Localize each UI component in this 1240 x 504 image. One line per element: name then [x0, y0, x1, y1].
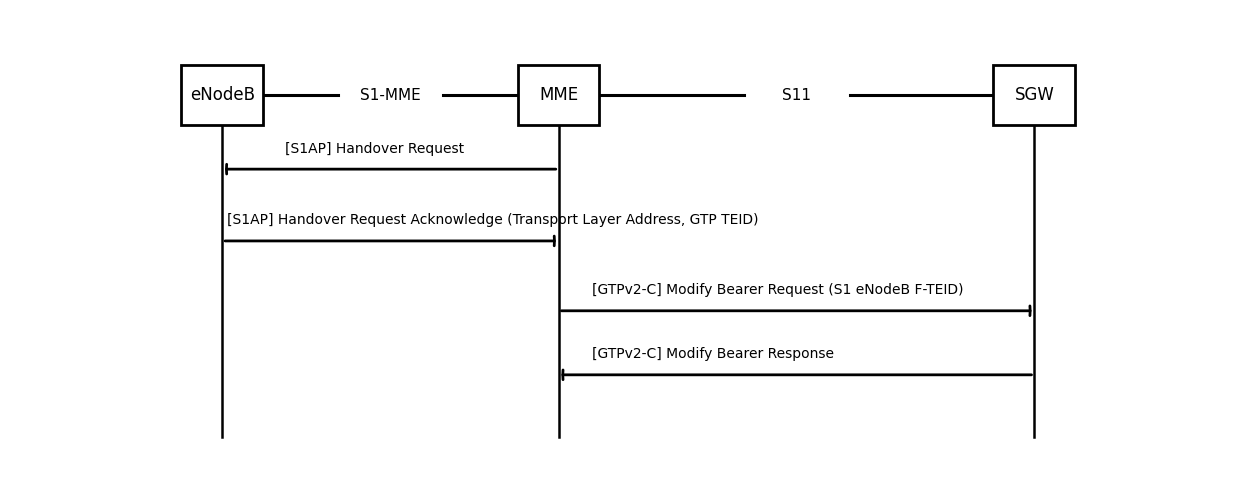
Text: S1-MME: S1-MME	[360, 88, 420, 103]
Text: [S1AP] Handover Request: [S1AP] Handover Request	[285, 142, 464, 156]
FancyBboxPatch shape	[181, 66, 263, 125]
Text: S11: S11	[782, 88, 811, 103]
Text: eNodeB: eNodeB	[190, 86, 254, 104]
Text: [GTPv2-C] Modify Bearer Response: [GTPv2-C] Modify Bearer Response	[593, 347, 835, 361]
Text: [GTPv2-C] Modify Bearer Request (S1 eNodeB F-TEID): [GTPv2-C] Modify Bearer Request (S1 eNod…	[593, 283, 963, 297]
Text: SGW: SGW	[1014, 86, 1054, 104]
FancyBboxPatch shape	[993, 66, 1075, 125]
FancyBboxPatch shape	[518, 66, 599, 125]
Text: MME: MME	[539, 86, 578, 104]
Text: [S1AP] Handover Request Acknowledge (Transport Layer Address, GTP TEID): [S1AP] Handover Request Acknowledge (Tra…	[227, 213, 759, 227]
